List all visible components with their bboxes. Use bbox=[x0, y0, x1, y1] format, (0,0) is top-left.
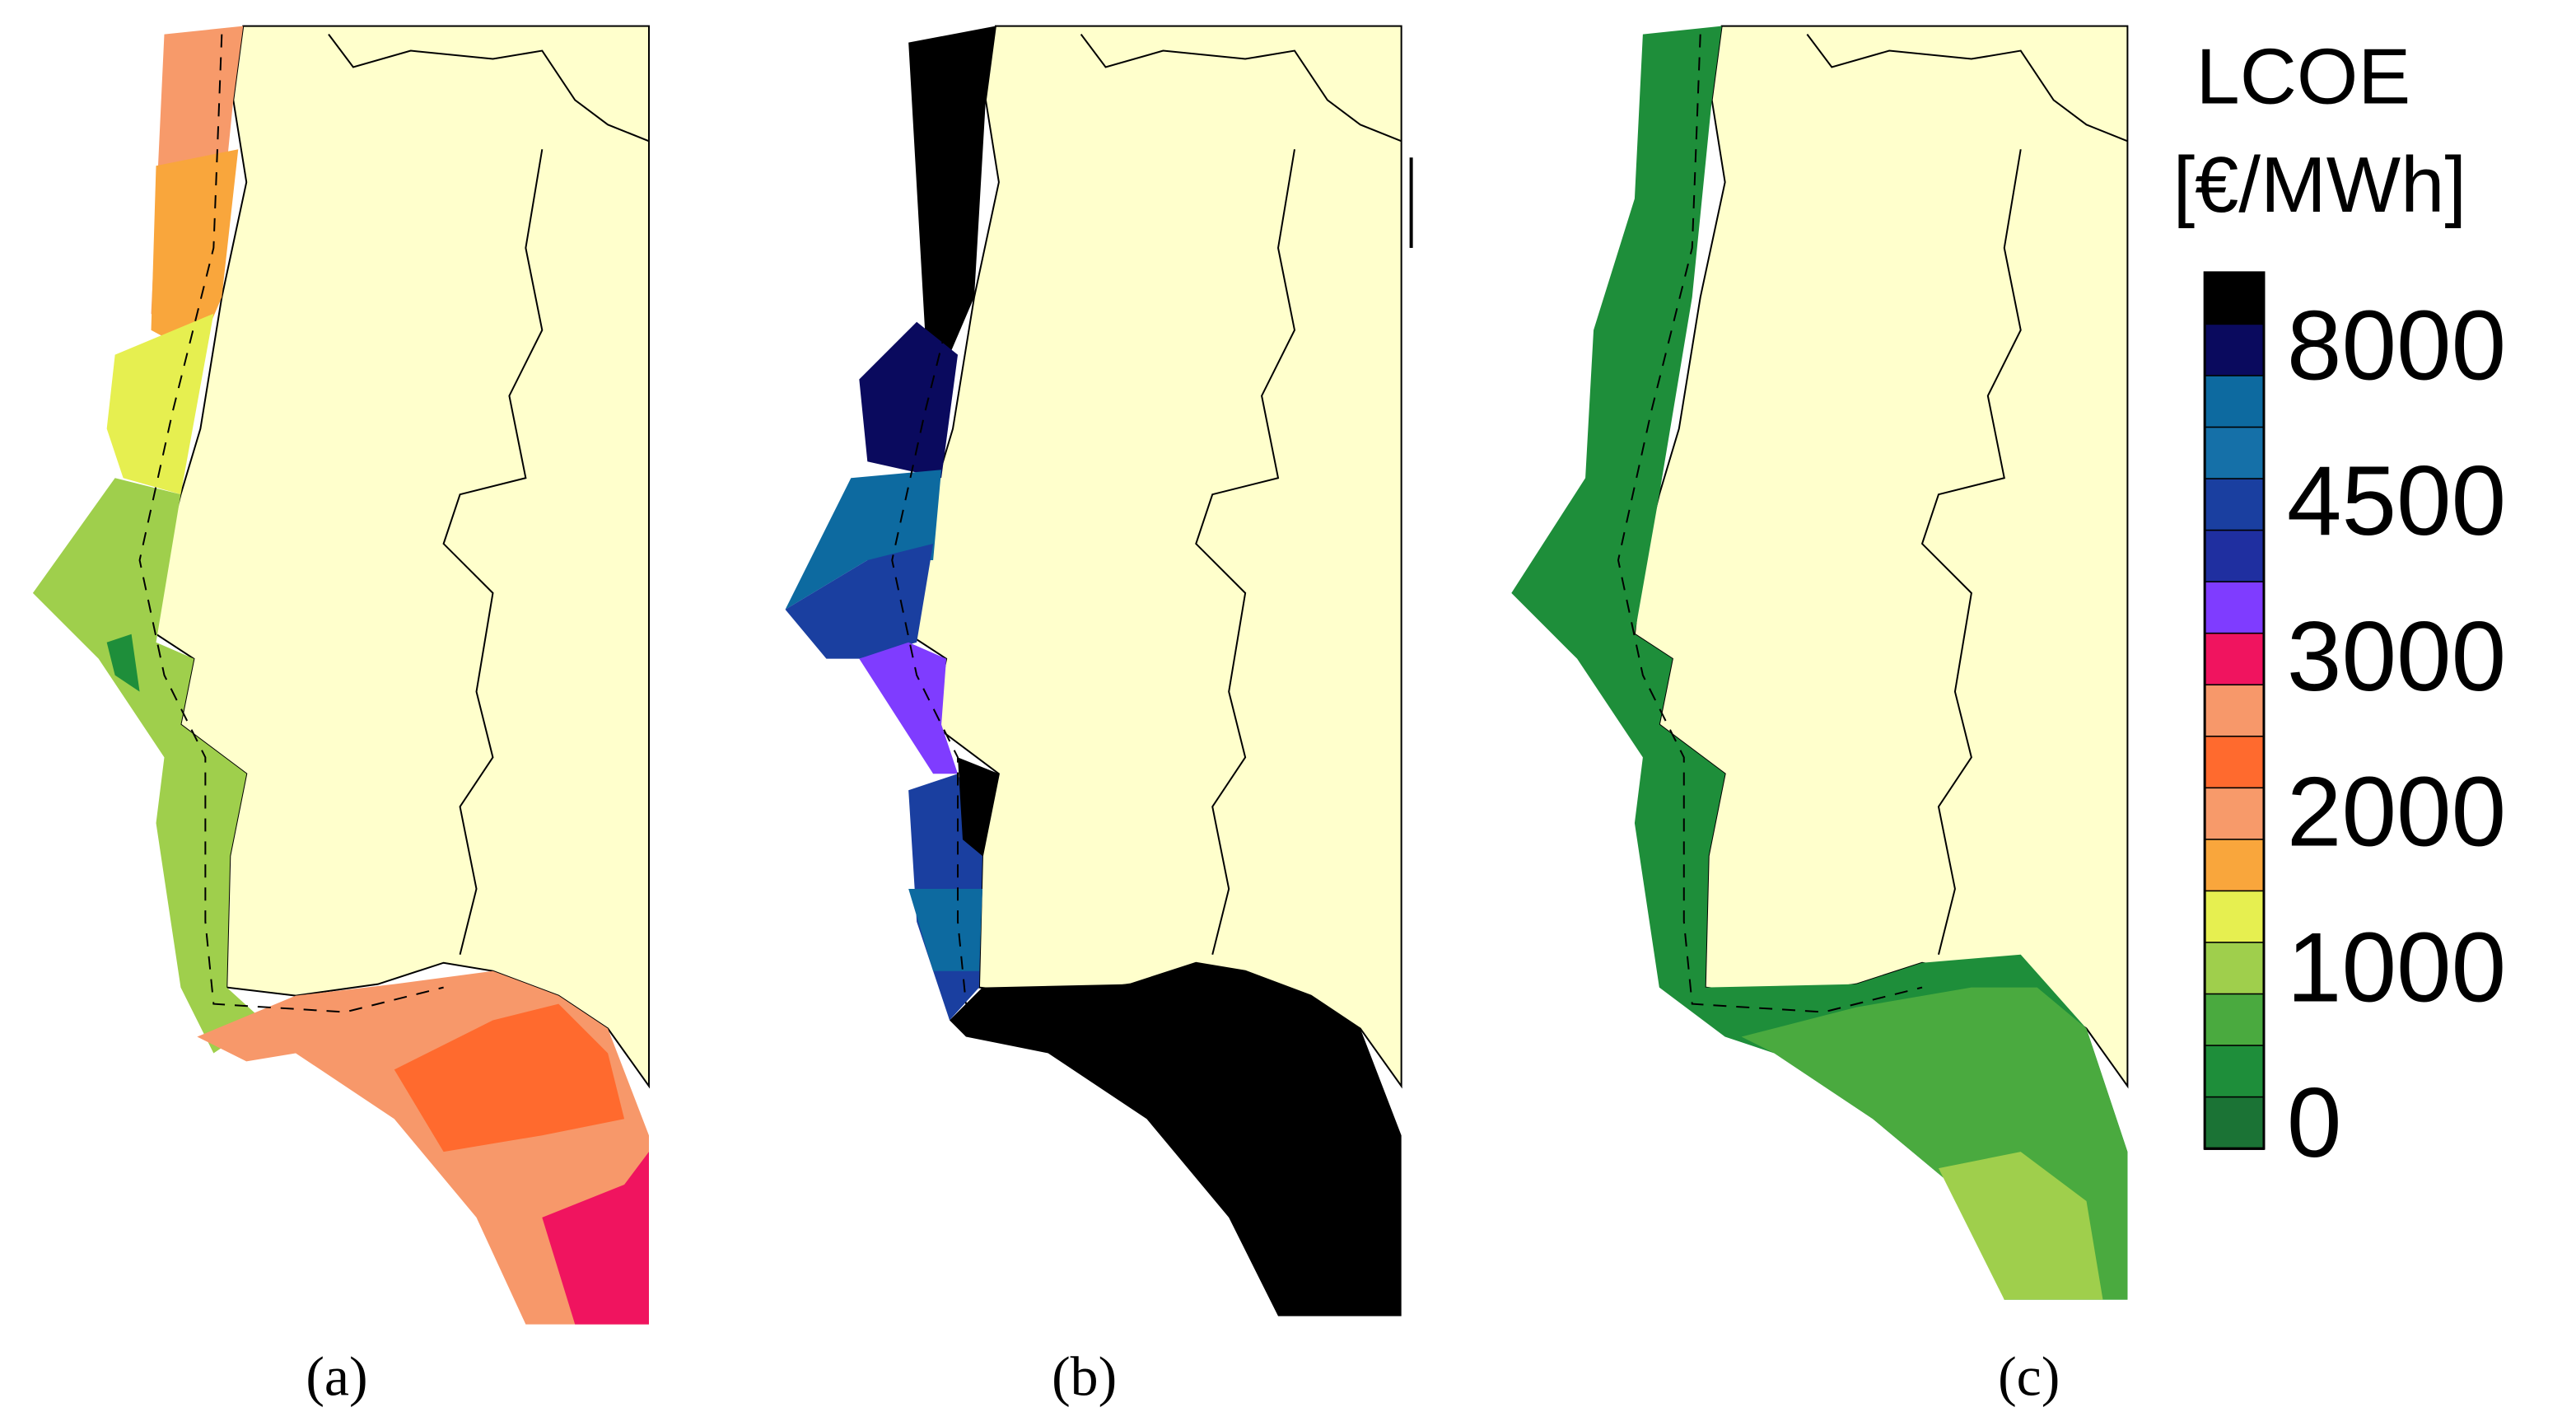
legend-unit: [€/MWh] bbox=[2173, 141, 2466, 229]
colorbar-band bbox=[2204, 478, 2265, 532]
colorbar-band bbox=[2204, 890, 2265, 944]
map-panel-c bbox=[1511, 25, 2129, 1300]
colorbar-band bbox=[2204, 632, 2265, 687]
colorbar-band bbox=[2204, 426, 2265, 480]
colorbar-band bbox=[2204, 993, 2265, 1047]
legend-title: LCOE bbox=[2196, 32, 2410, 120]
colorbar-band bbox=[2204, 1045, 2265, 1099]
colorbar-frame bbox=[2203, 271, 2266, 1150]
colorbar-tick-label: 1000 bbox=[2287, 913, 2506, 1022]
colorbar-band bbox=[2204, 272, 2265, 326]
panel-label: (a) bbox=[306, 1345, 367, 1407]
colorbar: 8000 4500 3000 2000 1000 0 bbox=[2203, 271, 2506, 1178]
panel-label: (c) bbox=[1998, 1345, 2060, 1407]
colorbar-band bbox=[2204, 529, 2265, 583]
colorbar-band bbox=[2204, 839, 2265, 893]
colorbar-band bbox=[2204, 787, 2265, 841]
colorbar-tick-label: 4500 bbox=[2287, 447, 2506, 556]
colorbar-band bbox=[2204, 942, 2265, 996]
colorbar-band bbox=[2204, 684, 2265, 738]
panel-label: (b) bbox=[1052, 1345, 1117, 1407]
colorbar-band bbox=[2204, 735, 2265, 790]
colorbar-tick-label: 8000 bbox=[2287, 292, 2506, 401]
colorbar-band bbox=[2204, 1096, 2265, 1150]
map-panel-a bbox=[32, 25, 650, 1325]
colorbar-tick-label: 0 bbox=[2287, 1068, 2342, 1178]
colorbar-tick-label: 3000 bbox=[2287, 602, 2506, 712]
colorbar-band bbox=[2204, 375, 2265, 429]
colorbar-band bbox=[2204, 581, 2265, 635]
colorbar-tick-label: 2000 bbox=[2287, 758, 2506, 867]
map-panel-b bbox=[785, 25, 1413, 1316]
colorbar-band bbox=[2204, 323, 2265, 377]
